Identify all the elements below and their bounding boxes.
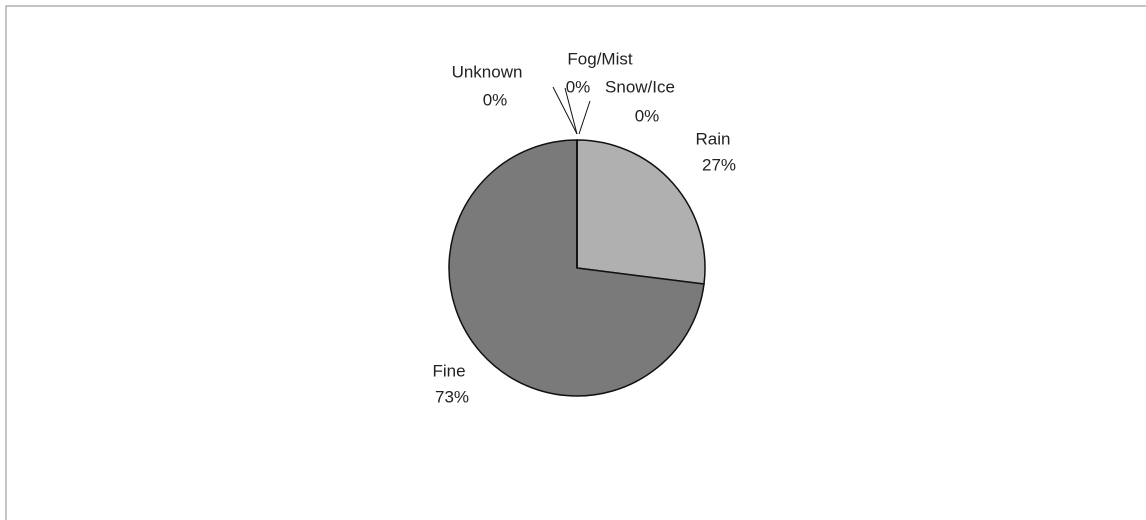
slice-label: Unknown [452, 62, 523, 81]
slice-value-label: 0% [635, 106, 660, 125]
slice-label: Rain [696, 129, 731, 148]
slice-value-label: 0% [566, 77, 591, 96]
slice-label: Fine [432, 361, 465, 380]
slice-value-label: 0% [483, 90, 508, 109]
leader-line [578, 100, 591, 135]
leader-line [552, 86, 578, 135]
slice-value-label: 27% [702, 155, 736, 174]
slice-label: Fog/Mist [567, 49, 632, 68]
pie-slice [576, 139, 706, 285]
slice-value-label: 73% [435, 387, 469, 406]
frame [5, 5, 1146, 520]
slice-label: Snow/Ice [605, 77, 675, 96]
leader-line [564, 87, 578, 135]
